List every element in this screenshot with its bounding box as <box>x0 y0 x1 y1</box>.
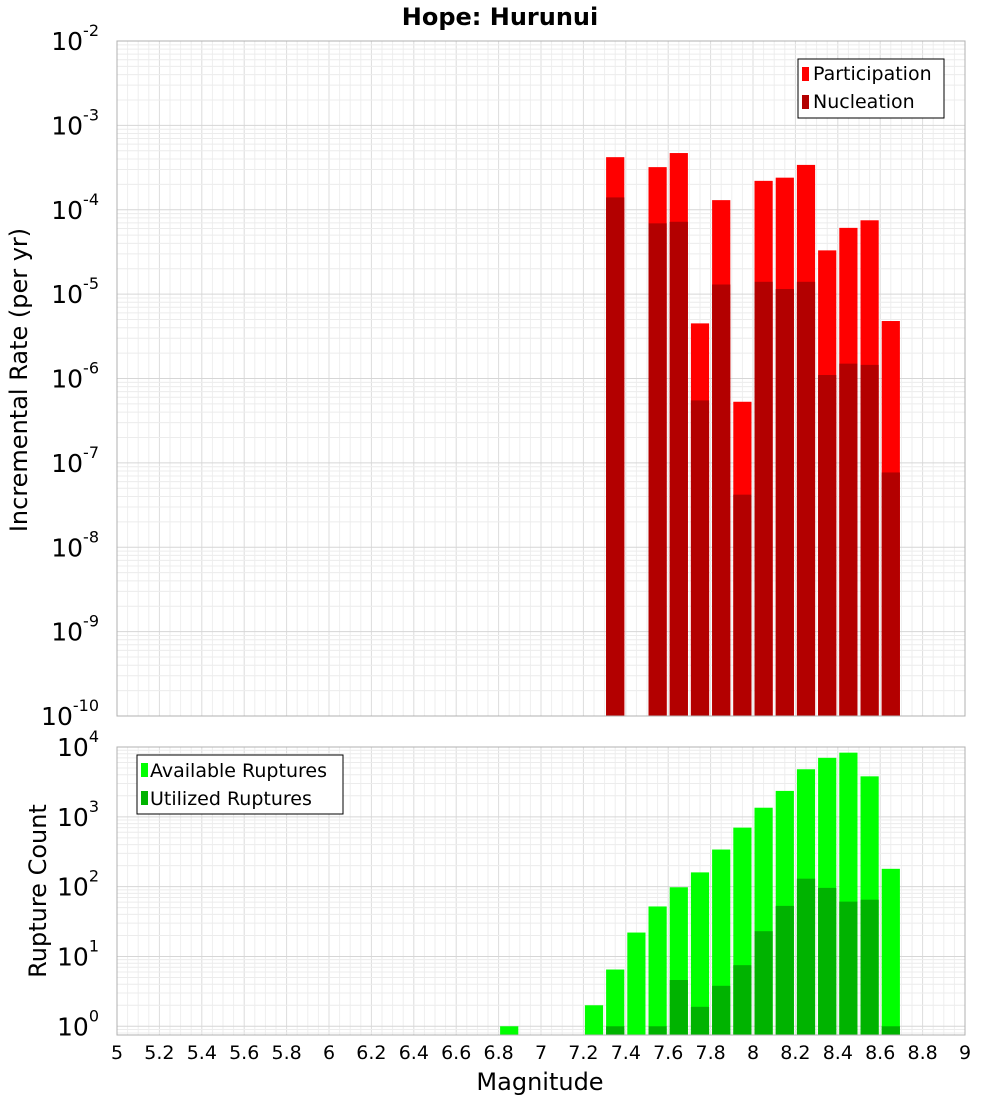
top-legend: Participation Nucleation <box>797 58 945 119</box>
legend-label-utilized: Utilized Ruptures <box>150 788 312 810</box>
nucleation-bars <box>606 197 900 717</box>
available-rupture-bar <box>690 872 710 1035</box>
top-legend-box <box>797 58 945 119</box>
utilized-rupture-bar <box>881 1026 900 1035</box>
x-tick-label: 7.8 <box>695 1042 725 1064</box>
nucleation-bar <box>775 289 794 716</box>
nucleation-bar <box>796 281 816 716</box>
x-tick-label: 6.6 <box>441 1042 471 1064</box>
x-tick-label: 5 <box>111 1042 123 1064</box>
nucleation-bar <box>839 363 858 716</box>
legend-swatch-participation <box>802 67 809 81</box>
x-tick-label: 6.8 <box>483 1042 513 1064</box>
x-tick-label: 6.2 <box>356 1042 386 1064</box>
y-tick-label: 10-7 <box>51 443 99 478</box>
utilized-rupture-bar <box>839 901 858 1035</box>
utilized-rupture-bar <box>606 1026 625 1035</box>
utilized-rupture-bar <box>754 931 773 1035</box>
y-tick-label: 10-10 <box>41 696 99 731</box>
y-tick-label: 10-4 <box>51 190 99 225</box>
utilized-rupture-bar <box>775 905 794 1035</box>
y-tick-label: 101 <box>57 936 99 971</box>
y-tick-label: 10-2 <box>51 21 99 56</box>
x-tick-label: 8.2 <box>780 1042 810 1064</box>
nucleation-bar <box>860 364 879 716</box>
utilized-rupture-bar <box>733 965 752 1035</box>
utilized-rupture-bar <box>818 887 837 1035</box>
top-y-tick-labels: 10-10 10-9 10-8 10-7 10-6 10-5 10-4 10-3 10-2 <box>41 21 99 731</box>
nucleation-bar <box>733 494 752 716</box>
y-tick-label: 104 <box>57 727 99 762</box>
nucleation-bar <box>690 400 710 716</box>
utilized-rupture-bars <box>606 878 900 1035</box>
x-tick-label: 7.6 <box>653 1042 683 1064</box>
legend-swatch-available <box>141 763 148 777</box>
available-rupture-bar <box>627 932 646 1035</box>
x-tick-label: 6.4 <box>399 1042 429 1064</box>
utilized-rupture-bar <box>860 899 879 1035</box>
legend-label-nucleation: Nucleation <box>813 91 915 113</box>
x-tick-label: 8.6 <box>865 1042 895 1064</box>
x-tick-label: 5.4 <box>187 1042 217 1064</box>
utilized-rupture-bar <box>648 1026 667 1035</box>
x-tick-label: 7.2 <box>568 1042 598 1064</box>
top-plot-border <box>116 40 966 717</box>
top-y-axis-label: Incremental Rate (per yr) <box>5 228 33 532</box>
legend-swatch-utilized <box>141 791 148 805</box>
nucleation-bar <box>648 223 667 716</box>
y-tick-label: 103 <box>57 797 99 832</box>
available-rupture-bar <box>606 969 625 1035</box>
chart-title: Hope: Hurunui <box>402 3 598 31</box>
y-tick-label: 102 <box>57 867 99 902</box>
x-tick-label: 8.4 <box>823 1042 853 1064</box>
x-tick-label: 7 <box>535 1042 547 1064</box>
available-rupture-bar <box>881 868 900 1035</box>
x-tick-label: 5.8 <box>271 1042 301 1064</box>
x-tick-labels: 5 5.2 5.4 5.6 5.8 6 6.2 6.4 6.6 6.8 7 7.2 7.4 7.6 7.8 8… <box>111 1042 971 1064</box>
top-grid <box>116 40 966 717</box>
utilized-rupture-bar <box>712 985 731 1035</box>
x-tick-label: 8 <box>747 1042 759 1064</box>
available-rupture-bar <box>500 1026 519 1035</box>
utilized-rupture-bar <box>690 1006 710 1035</box>
x-tick-label: 5.2 <box>144 1042 174 1064</box>
utilized-rupture-bar <box>669 980 688 1035</box>
nucleation-bar <box>754 281 773 716</box>
y-tick-label: 10-9 <box>51 612 99 647</box>
bottom-legend-box <box>136 754 344 815</box>
nucleation-bar <box>669 221 688 716</box>
x-tick-label: 6 <box>323 1042 335 1064</box>
y-tick-label: 10-5 <box>51 274 99 309</box>
y-tick-label: 10-6 <box>51 359 99 394</box>
y-tick-label: 100 <box>57 1006 99 1041</box>
legend-swatch-nucleation <box>802 95 809 109</box>
x-tick-label: 9 <box>959 1042 971 1064</box>
bottom-y-axis-label: Rupture Count <box>24 804 52 978</box>
y-tick-label: 10-3 <box>51 105 99 140</box>
y-tick-label: 10-8 <box>51 527 99 562</box>
available-rupture-bar <box>584 1005 604 1035</box>
nucleation-bar <box>881 472 900 716</box>
bottom-panel: 100 101 102 103 104 5 5.2 5.4 5.6 5.8 6 6.2 6.4 6.6 6… <box>24 727 971 1096</box>
x-axis-label: Magnitude <box>476 1068 603 1096</box>
x-tick-label: 8.8 <box>907 1042 937 1064</box>
nucleation-bar <box>606 197 625 717</box>
bottom-y-tick-labels: 100 101 102 103 104 <box>57 727 99 1041</box>
legend-label-participation: Participation <box>813 63 932 85</box>
x-tick-label: 5.6 <box>229 1042 259 1064</box>
nucleation-bar <box>818 375 837 716</box>
available-rupture-bar <box>648 906 667 1035</box>
bottom-legend: Available Ruptures Utilized Ruptures <box>136 754 344 815</box>
nucleation-bar <box>712 284 731 716</box>
bottom-plot-border <box>116 746 966 1036</box>
legend-label-available: Available Ruptures <box>150 760 327 782</box>
utilized-rupture-bar <box>796 878 816 1035</box>
x-tick-label: 7.4 <box>611 1042 641 1064</box>
top-panel: 10-10 10-9 10-8 10-7 10-6 10-5 10-4 10-3 10-2 In… <box>5 21 966 731</box>
